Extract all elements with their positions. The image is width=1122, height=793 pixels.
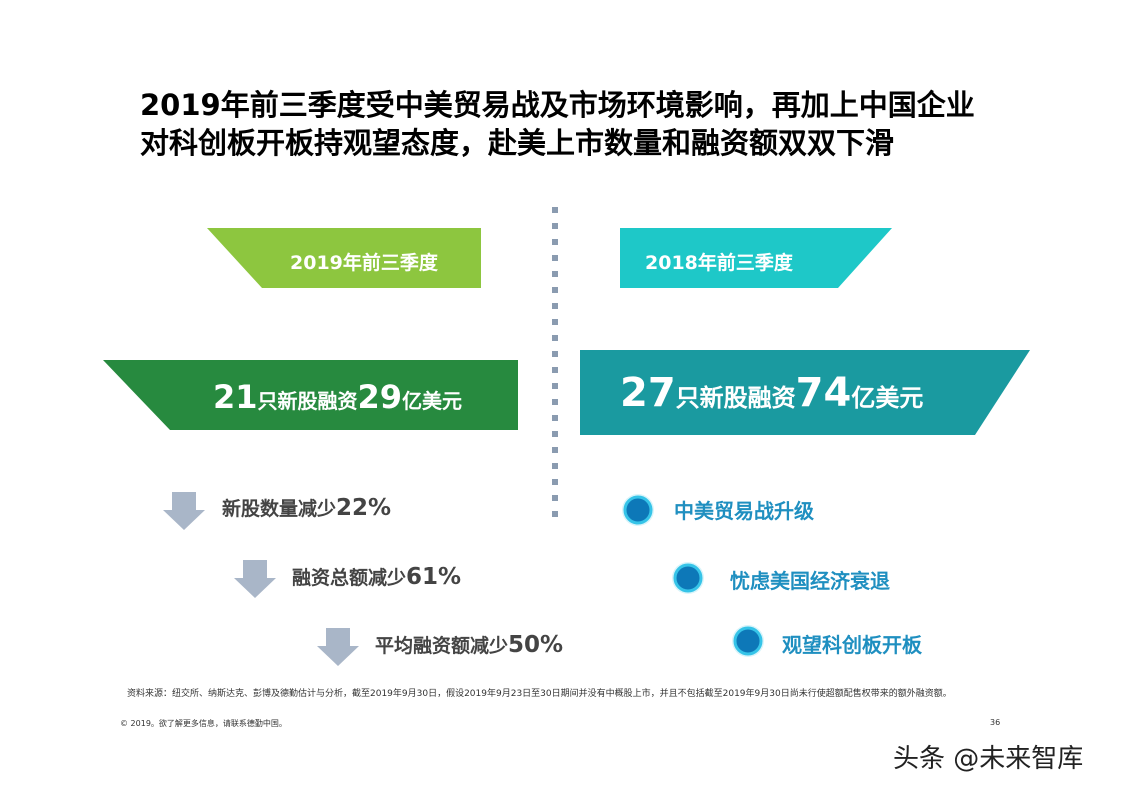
right-headline: 27只新股融资74亿美元	[620, 370, 923, 416]
down-arrows	[163, 492, 359, 666]
item-label: 平均融资额减少	[375, 635, 509, 657]
item-label: 新股数量减少	[222, 498, 337, 520]
left-headline-banner	[103, 360, 518, 430]
right-item: 观望科创板开板	[782, 633, 922, 657]
count-unit: 只新股融资	[675, 384, 796, 412]
count: 21	[213, 378, 258, 416]
right-item: 中美贸易战升级	[674, 499, 814, 523]
item-label: 融资总额减少	[292, 567, 407, 589]
item-value: 22%	[336, 495, 392, 521]
item-value: 61%	[406, 564, 462, 590]
left-item: 新股数量减少22%	[222, 494, 391, 521]
right-header-banner	[620, 228, 892, 288]
page-number: 36	[990, 718, 1001, 727]
item-value: 50%	[508, 632, 564, 658]
source-note: 资料来源：纽交所、纳斯达克、彭博及德勤估计与分析，截至2019年9月30日，假设…	[127, 689, 952, 699]
count: 27	[620, 370, 676, 416]
right-header: 2018年前三季度	[645, 252, 793, 274]
right-item: 忧虑美国经济衰退	[730, 569, 890, 593]
title: 2019年前三季度受中美贸易战及市场环境影响，再加上中国企业对科创板开板持观望态…	[140, 88, 975, 160]
left-header-banner	[207, 228, 481, 288]
watermark: 头条 @未来智库	[893, 744, 1084, 774]
amount: 74	[795, 370, 852, 416]
left-headline: 21只新股融资29亿美元	[213, 378, 462, 416]
right-headline-banner	[580, 350, 1030, 435]
left-item: 融资总额减少61%	[292, 563, 461, 590]
amount: 29	[357, 378, 403, 416]
left-header: 2019年前三季度	[290, 252, 438, 274]
left-item: 平均融资额减少50%	[375, 631, 563, 658]
count-unit: 只新股融资	[257, 389, 358, 413]
amount-unit: 亿美元	[851, 384, 924, 412]
copyright: © 2019。欲了解更多信息，请联系德勤中国。	[120, 719, 287, 728]
amount-unit: 亿美元	[402, 389, 463, 413]
bullets	[622, 494, 764, 657]
divider	[552, 207, 558, 517]
